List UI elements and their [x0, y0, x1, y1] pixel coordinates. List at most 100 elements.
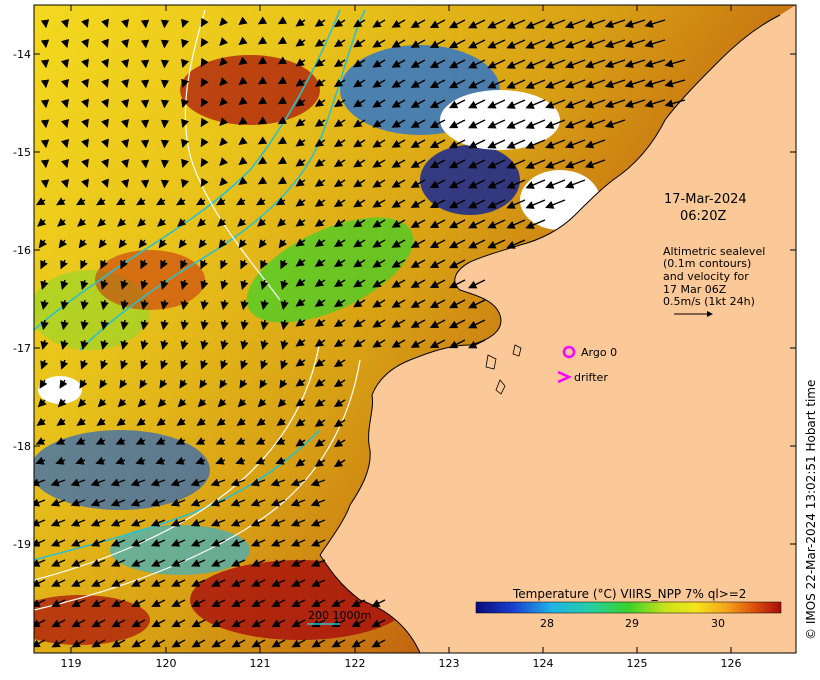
velocity-arrow	[311, 599, 326, 607]
velocity-arrow	[215, 197, 226, 206]
velocity-arrow	[410, 179, 426, 188]
velocity-arrow	[310, 498, 326, 507]
velocity-arrow	[372, 39, 386, 48]
velocity-arrow	[295, 378, 306, 387]
velocity-arrow	[157, 218, 167, 227]
velocity-arrow	[280, 259, 288, 270]
velocity-arrow	[468, 239, 486, 249]
velocity-arrow	[372, 99, 386, 108]
velocity-arrow	[140, 99, 150, 109]
velocity-arrow	[564, 139, 586, 149]
velocity-arrow	[291, 599, 306, 607]
velocity-arrow	[100, 359, 109, 370]
velocity-arrow	[117, 218, 127, 227]
velocity-arrow	[314, 338, 326, 347]
velocity-arrow	[604, 19, 626, 29]
velocity-arrow	[371, 619, 386, 628]
velocity-arrow	[200, 157, 209, 168]
island	[495, 379, 506, 395]
velocity-arrow	[175, 456, 186, 465]
velocity-arrow	[295, 178, 306, 187]
velocity-arrow	[353, 199, 366, 208]
velocity-arrow	[55, 456, 66, 465]
velocity-arrow	[448, 119, 466, 129]
bathymetry-contour-1000m	[34, 9, 341, 331]
velocity-arrow	[353, 59, 366, 68]
velocity-arrow	[353, 139, 366, 148]
velocity-arrow	[564, 59, 586, 69]
velocity-arrow	[140, 359, 149, 370]
velocity-arrow	[295, 258, 306, 267]
velocity-arrow	[210, 518, 226, 527]
velocity-arrow	[333, 79, 346, 88]
velocity-arrow	[139, 379, 148, 389]
velocity-arrow	[295, 118, 306, 127]
velocity-arrow	[160, 159, 170, 169]
velocity-arrow	[257, 36, 268, 45]
velocity-arrow	[333, 299, 346, 308]
velocity-arrow	[391, 339, 406, 348]
velocity-arrow	[448, 99, 466, 109]
velocity-arrows	[34, 16, 686, 648]
velocity-arrow	[353, 279, 366, 288]
velocity-arrow	[468, 159, 486, 169]
velocity-arrow	[564, 19, 586, 29]
velocity-arrow	[80, 259, 88, 270]
velocity-arrow	[120, 279, 129, 290]
velocity-arrow	[171, 599, 186, 607]
velocity-arrow	[468, 279, 486, 289]
velocity-arrow	[333, 179, 346, 188]
velocity-arrow	[333, 39, 346, 48]
velocity-arrow	[314, 258, 326, 267]
velocity-arrow	[238, 136, 248, 146]
velocity-arrow	[200, 97, 209, 108]
velocity-arrow	[200, 339, 209, 351]
velocity-arrow	[175, 437, 186, 445]
velocity-arrow	[97, 218, 107, 227]
velocity-arrow	[40, 339, 49, 351]
velocity-arrow	[277, 136, 288, 145]
velocity-arrow	[200, 359, 209, 370]
velocity-arrow	[260, 319, 269, 331]
velocity-arrow	[238, 176, 248, 186]
velocity-arrow	[60, 178, 70, 189]
velocity-arrow	[160, 79, 170, 89]
velocity-arrow	[240, 259, 248, 270]
velocity-arrow	[506, 59, 526, 69]
velocity-arrow	[40, 279, 49, 290]
velocity-arrow	[138, 239, 148, 249]
velocity-arrow	[487, 39, 506, 49]
velocity-arrow	[314, 438, 326, 447]
velocity-arrow	[140, 159, 150, 169]
velocity-arrow	[190, 538, 206, 547]
velocity-arrow	[410, 219, 426, 228]
velocity-arrow	[487, 79, 506, 89]
velocity-arrow	[238, 156, 248, 166]
altimetry-note: Altimetric sealevel (0.1m contours) and …	[663, 245, 765, 317]
altimetry-note-line: 0.5m/s (1kt 24h)	[663, 295, 755, 308]
velocity-arrow	[130, 478, 146, 487]
velocity-arrow	[314, 138, 326, 147]
velocity-arrow	[40, 259, 48, 270]
velocity-arrow	[487, 139, 506, 149]
velocity-arrow	[120, 138, 130, 149]
velocity-arrow	[140, 79, 150, 89]
velocity-arrow	[564, 79, 586, 89]
velocity-arrow	[40, 99, 50, 109]
velocity-arrow	[60, 359, 69, 370]
velocity-arrow	[71, 559, 86, 567]
velocity-arrow	[255, 197, 266, 206]
velocity-arrow	[250, 498, 266, 507]
velocity-arrow	[57, 398, 67, 408]
velocity-arrow	[545, 59, 566, 69]
velocity-arrow	[91, 559, 106, 567]
velocity-arrow	[131, 639, 146, 648]
velocity-arrow	[257, 16, 268, 25]
velocity-arrow	[160, 59, 170, 69]
velocity-arrow	[55, 197, 66, 206]
velocity-arrow	[220, 259, 228, 270]
velocity-arrow	[191, 619, 206, 628]
velocity-arrow	[210, 498, 226, 507]
longitude-axis: 119 120 121 122 123 124 125 126	[61, 5, 742, 670]
